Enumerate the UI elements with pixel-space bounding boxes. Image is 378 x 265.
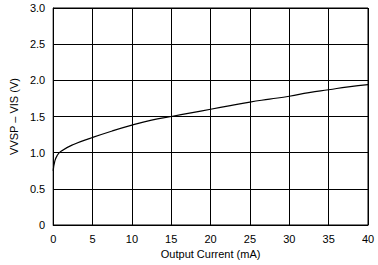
svg-text:1.0: 1.0	[30, 147, 45, 159]
svg-text:15: 15	[165, 233, 177, 245]
svg-text:0: 0	[50, 233, 56, 245]
svg-text:1.5: 1.5	[30, 111, 45, 123]
svg-text:20: 20	[204, 233, 216, 245]
svg-text:2.0: 2.0	[30, 74, 45, 86]
svg-text:VVSP – VIS (V): VVSP – VIS (V)	[8, 78, 20, 155]
svg-text:Output Current (mA): Output Current (mA)	[161, 248, 261, 260]
svg-text:25: 25	[244, 233, 256, 245]
svg-text:0.5: 0.5	[30, 183, 45, 195]
svg-text:2.5: 2.5	[30, 38, 45, 50]
svg-text:5: 5	[89, 233, 95, 245]
svg-text:40: 40	[362, 233, 374, 245]
svg-text:0: 0	[39, 219, 45, 231]
svg-text:10: 10	[126, 233, 138, 245]
svg-text:30: 30	[283, 233, 295, 245]
svg-text:3.0: 3.0	[30, 2, 45, 14]
svg-text:35: 35	[323, 233, 335, 245]
